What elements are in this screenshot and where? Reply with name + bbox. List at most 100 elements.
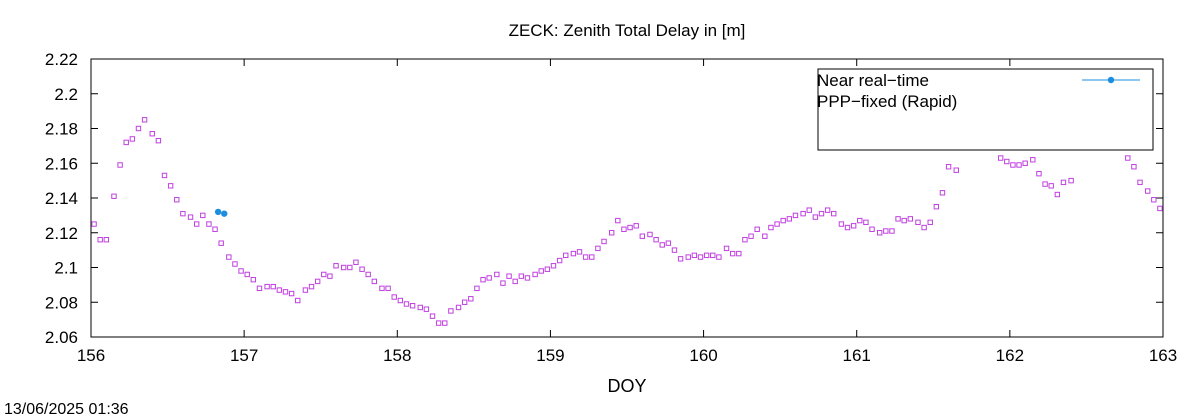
- ppp-fixed-point: [1137, 179, 1143, 186]
- ppp-fixed-point: [589, 254, 595, 260]
- ppp-fixed-point: [1016, 162, 1022, 168]
- ppp-fixed-point: [621, 226, 627, 232]
- timestamp: 13/06/2025 01:36: [4, 401, 129, 418]
- ppp-fixed-point: [347, 264, 353, 271]
- y-tick-label: 2.1: [54, 259, 78, 278]
- legend-label-ppp-fixed: PPP−fixed (Rapid): [817, 92, 957, 111]
- ppp-fixed-point: [736, 250, 742, 257]
- ppp-fixed-point: [448, 308, 454, 314]
- ppp-fixed-point: [295, 297, 301, 304]
- ppp-fixed-point: [639, 233, 646, 239]
- ppp-fixed-point: [340, 264, 347, 271]
- ppp-fixed-point: [409, 303, 416, 309]
- ppp-fixed-point: [282, 289, 289, 295]
- ppp-fixed-point: [129, 136, 136, 142]
- y-tick-label: 2.12: [45, 224, 78, 243]
- ppp-fixed-point: [1151, 197, 1157, 203]
- ppp-fixed-point: [494, 271, 500, 278]
- ppp-fixed-point: [889, 228, 895, 234]
- ppp-fixed-point: [135, 125, 142, 132]
- ppp-fixed-point: [218, 240, 224, 246]
- ppp-fixed-point: [615, 217, 621, 224]
- ppp-fixed-point: [174, 197, 180, 203]
- ppp-fixed-point: [563, 252, 569, 259]
- ppp-fixed-point: [691, 252, 698, 259]
- x-tick-label: 159: [536, 346, 564, 365]
- ppp-fixed-point: [524, 275, 531, 281]
- ppp-fixed-point: [933, 203, 940, 210]
- y-tick-label: 2.18: [45, 120, 78, 139]
- ppp-fixed-point: [518, 273, 525, 279]
- zenith-delay-chart: ZECK: Zenith Total Delay in [m] 156 157 15…: [45, 21, 1177, 396]
- ppp-fixed-point: [538, 268, 544, 274]
- x-tick-label: 161: [843, 346, 871, 365]
- ppp-fixed-point: [200, 212, 206, 219]
- ppp-fixed-point: [149, 131, 155, 137]
- ppp-fixed-point: [1054, 191, 1061, 198]
- near-real-time-point: [221, 210, 228, 217]
- ppp-fixed-point: [742, 237, 748, 243]
- ppp-fixed-point: [117, 162, 123, 168]
- ppp-fixed-point: [671, 247, 678, 253]
- ppp-fixed-point: [161, 172, 168, 179]
- ppp-fixed-point: [385, 285, 391, 292]
- ppp-fixed-point: [1060, 179, 1067, 186]
- ppp-fixed-point: [869, 226, 875, 232]
- ppp-fixed-point: [665, 240, 672, 246]
- y-tick-label: 2.14: [45, 189, 78, 208]
- ppp-fixed-point: [595, 245, 601, 252]
- ppp-fixed-point: [915, 219, 921, 226]
- axis-ticks: 156 157 158 159 160 161 162 163 2.06 2.08 2.1 2.12 2…: [45, 50, 1177, 365]
- ppp-fixed-point: [608, 230, 615, 236]
- ppp-fixed-point: [927, 219, 933, 226]
- y-tick-label: 2.16: [45, 154, 78, 173]
- ppp-fixed-point: [391, 294, 397, 300]
- ppp-fixed-point: [1004, 158, 1010, 165]
- ppp-fixed-point: [506, 273, 512, 279]
- ppp-fixed-point: [653, 237, 659, 243]
- ppp-fixed-point: [461, 299, 468, 305]
- ppp-fixed-point: [659, 242, 665, 248]
- ppp-fixed-point: [379, 285, 385, 292]
- ppp-fixed-point: [710, 252, 716, 259]
- ppp-fixed-point: [314, 278, 321, 285]
- ppp-fixed-point: [556, 257, 563, 264]
- ppp-fixed-point: [474, 285, 480, 292]
- ppp-fixed-point: [780, 217, 786, 224]
- ppp-fixed-point: [876, 230, 883, 236]
- chart-title: ZECK: Zenith Total Delay in [m]: [509, 21, 746, 40]
- ppp-fixed-point: [1030, 157, 1036, 163]
- ppp-fixed-point: [754, 226, 760, 232]
- ppp-fixed-point: [1048, 183, 1054, 189]
- ppp-fixed-point: [423, 306, 430, 312]
- ppp-fixed-point: [945, 164, 952, 170]
- ppp-fixed-point: [141, 117, 148, 123]
- ppp-fixed-point: [532, 271, 538, 278]
- ppp-fixed-point: [256, 285, 263, 292]
- ppp-fixed-point: [1022, 160, 1028, 166]
- y-tick-label: 2.06: [45, 328, 78, 347]
- y-tick-label: 2.2: [54, 85, 78, 104]
- ppp-fixed-point: [685, 254, 691, 260]
- ppp-fixed-point: [1144, 188, 1151, 194]
- ppp-fixed-point: [429, 313, 436, 319]
- ppp-fixed-point: [155, 137, 162, 144]
- legend-box: [817, 68, 1154, 151]
- ppp-fixed-point: [91, 221, 97, 227]
- ppp-fixed-point: [703, 252, 710, 259]
- ppp-fixed-point: [403, 301, 410, 307]
- ppp-fixed-point: [895, 216, 901, 222]
- legend-label-near-real-time: Near real−time: [817, 71, 929, 90]
- ppp-fixed-point: [1125, 155, 1131, 161]
- ppp-fixed-point: [417, 304, 423, 311]
- ppp-fixed-point: [762, 233, 768, 239]
- ppp-fixed-point: [333, 263, 339, 269]
- ppp-fixed-point: [883, 228, 889, 234]
- ppp-fixed-point: [792, 212, 799, 219]
- ppp-fixed-point: [806, 207, 812, 213]
- ppp-fixed-point: [371, 278, 378, 285]
- ppp-fixed-point: [627, 224, 633, 231]
- near-real-time-point: [214, 208, 222, 216]
- ppp-fixed-point: [264, 283, 270, 290]
- ppp-fixed-point: [1131, 164, 1137, 170]
